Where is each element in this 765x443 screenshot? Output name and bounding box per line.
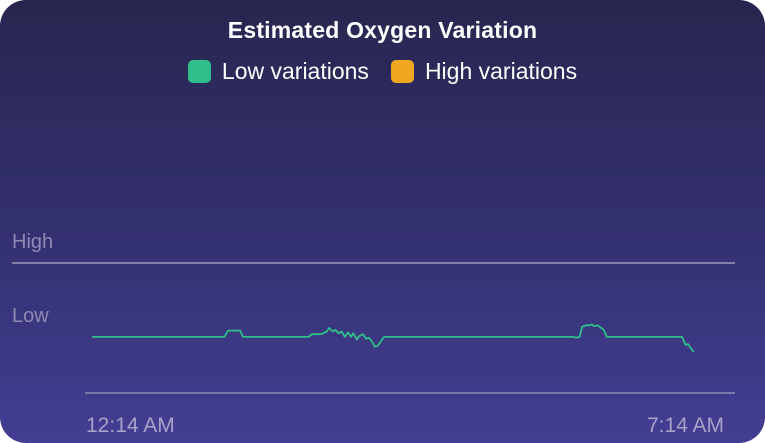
- chart-title: Estimated Oxygen Variation: [227, 17, 538, 43]
- legend-swatch-high: [390, 59, 414, 83]
- legend-label-low: Low variations: [221, 57, 369, 84]
- y-label-low: Low: [12, 305, 49, 327]
- x-tick-start: 12:14 AM: [86, 414, 175, 437]
- legend-label-high: High variations: [424, 57, 578, 84]
- series-line-low-variations: [92, 323, 695, 353]
- legend-item-high: High variations: [390, 57, 578, 85]
- x-tick-end: 7:14 AM: [647, 414, 725, 437]
- legend-item-low: Low variations: [187, 57, 369, 85]
- chart-legend: Low variations High variations: [0, 57, 765, 85]
- y-label-high: High: [12, 231, 54, 253]
- legend-swatch-low: [187, 59, 211, 83]
